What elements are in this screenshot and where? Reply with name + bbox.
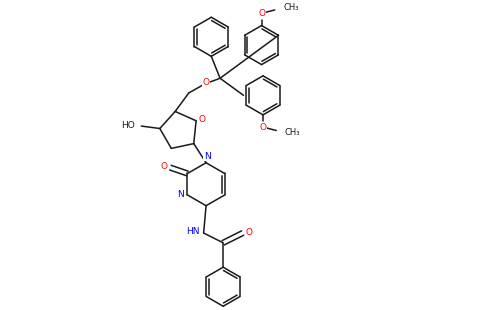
Text: O: O <box>260 122 266 131</box>
Text: O: O <box>203 78 210 87</box>
Text: O: O <box>246 228 252 237</box>
Text: N: N <box>204 152 210 161</box>
Text: N: N <box>178 190 184 199</box>
Text: HO: HO <box>120 121 134 130</box>
Text: O: O <box>160 162 168 171</box>
Text: HN: HN <box>186 227 200 236</box>
Text: CH₃: CH₃ <box>283 3 298 12</box>
Text: O: O <box>258 9 265 18</box>
Text: CH₃: CH₃ <box>284 128 300 137</box>
Text: O: O <box>199 115 206 124</box>
